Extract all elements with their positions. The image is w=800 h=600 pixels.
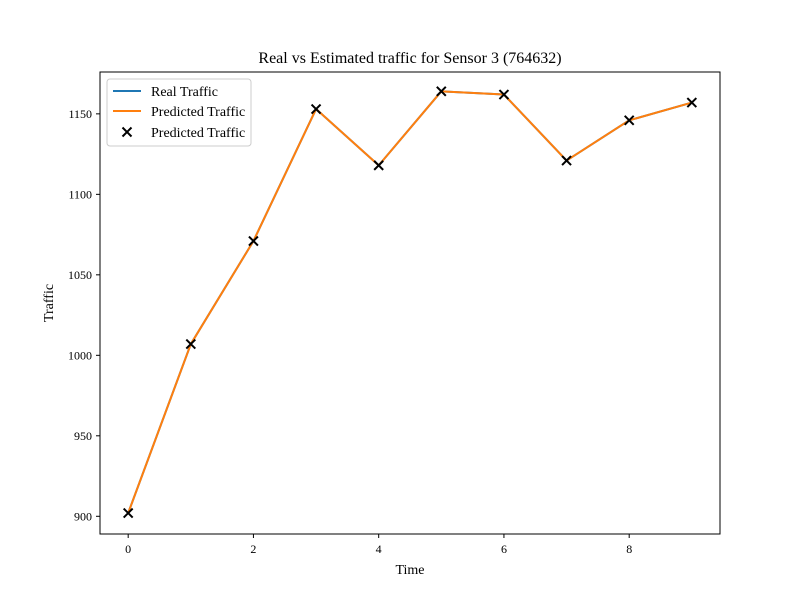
legend-box bbox=[106, 78, 252, 147]
scatter-point bbox=[373, 160, 384, 171]
legend-label-predicted-line: Predicted Traffic bbox=[151, 105, 245, 120]
x-tick-label: 0 bbox=[125, 542, 131, 556]
series-line-predicted bbox=[126, 90, 694, 515]
y-tick-label: 950 bbox=[74, 429, 92, 443]
x-tick-label: 6 bbox=[501, 542, 507, 556]
legend-label-predicted-marker: Predicted Traffic bbox=[151, 126, 245, 141]
scatter-point bbox=[623, 115, 635, 126]
scatter-point bbox=[185, 338, 197, 350]
y-axis-label: Traffic bbox=[42, 284, 57, 322]
legend: Real Traffic Predicted Traffic Predicted… bbox=[106, 78, 252, 147]
chart-title: Real vs Estimated traffic for Sensor 3 (… bbox=[258, 50, 561, 67]
scatter-point bbox=[686, 97, 698, 108]
legend-marker-x bbox=[121, 126, 133, 138]
x-tick-label: 2 bbox=[250, 542, 256, 556]
legend-label-real: Real Traffic bbox=[151, 85, 218, 100]
y-tick-label: 900 bbox=[74, 509, 92, 523]
y-tick-label: 1050 bbox=[68, 268, 92, 282]
x-tick-label: 8 bbox=[626, 542, 632, 556]
y-tick-label: 1150 bbox=[68, 107, 92, 121]
series-layer bbox=[122, 86, 698, 519]
legend-swatch-predicted-marker bbox=[121, 126, 133, 138]
y-axis: 900 950 1000 1050 1100 1150 bbox=[68, 107, 100, 523]
scatter-point bbox=[498, 89, 510, 100]
scatter-point bbox=[310, 103, 322, 115]
scatter-point bbox=[561, 155, 572, 166]
x-axis: 0 2 4 6 8 bbox=[125, 534, 632, 556]
scatter-point bbox=[248, 235, 259, 247]
scatter-point bbox=[122, 507, 134, 519]
x-tick-label: 4 bbox=[376, 542, 382, 556]
plot-frame bbox=[99, 71, 721, 535]
scatter-point bbox=[436, 86, 447, 97]
y-tick-label: 1100 bbox=[68, 187, 92, 201]
x-axis-label: Time bbox=[395, 563, 424, 578]
y-tick-label: 1000 bbox=[68, 348, 92, 362]
